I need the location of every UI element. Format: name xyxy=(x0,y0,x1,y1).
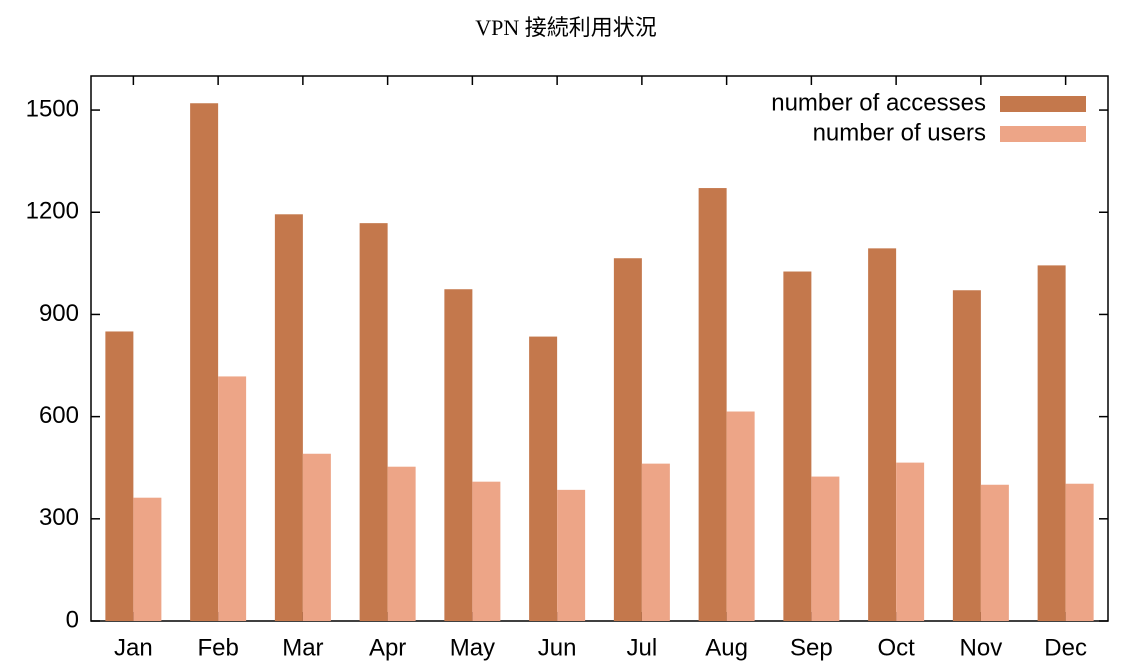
x-tick-label: Dec xyxy=(1044,634,1087,661)
x-tick-label: Mar xyxy=(282,634,323,661)
bar xyxy=(387,466,416,621)
bar xyxy=(641,463,670,621)
bar xyxy=(133,497,162,621)
x-tick-label: Jul xyxy=(627,634,658,661)
bar xyxy=(274,214,303,621)
bar xyxy=(613,258,642,621)
x-tick-label: Nov xyxy=(960,634,1003,661)
y-tick-label: 900 xyxy=(39,300,79,327)
bar xyxy=(868,248,897,621)
bar xyxy=(105,331,134,621)
bar xyxy=(952,290,981,621)
bar xyxy=(698,188,727,622)
bar xyxy=(529,336,558,621)
bar xyxy=(472,481,501,621)
bar xyxy=(444,289,473,621)
legend-swatch xyxy=(1000,126,1086,142)
x-tick-label: Sep xyxy=(790,634,833,661)
bar xyxy=(557,489,586,621)
bar xyxy=(1037,265,1066,621)
bar xyxy=(190,103,219,621)
bar xyxy=(811,476,840,621)
x-tick-label: Oct xyxy=(877,634,915,661)
bar xyxy=(302,453,331,621)
y-tick-label: 0 xyxy=(66,606,79,633)
x-tick-label: Aug xyxy=(705,634,748,661)
x-tick-label: May xyxy=(450,634,495,661)
plot-frame xyxy=(90,75,1109,622)
chart-title: VPN 接続利用状況 xyxy=(475,15,657,40)
x-tick-label: Feb xyxy=(197,634,238,661)
legend-swatch xyxy=(1000,96,1086,112)
x-tick-label: Apr xyxy=(369,634,406,661)
bar xyxy=(896,462,925,621)
x-tick-label: Jun xyxy=(538,634,577,661)
bar xyxy=(218,376,247,621)
bar xyxy=(783,271,812,621)
bar xyxy=(1065,483,1094,621)
y-tick-label: 300 xyxy=(39,504,79,531)
y-tick-label: 600 xyxy=(39,402,79,429)
bar xyxy=(980,484,1009,621)
y-tick-label: 1500 xyxy=(26,95,79,122)
legend-label: number of users xyxy=(813,119,986,146)
bar xyxy=(359,223,388,621)
y-tick-label: 1200 xyxy=(26,198,79,225)
bar xyxy=(726,411,755,621)
legend-label: number of accesses xyxy=(771,89,986,116)
x-tick-label: Jan xyxy=(114,634,153,661)
